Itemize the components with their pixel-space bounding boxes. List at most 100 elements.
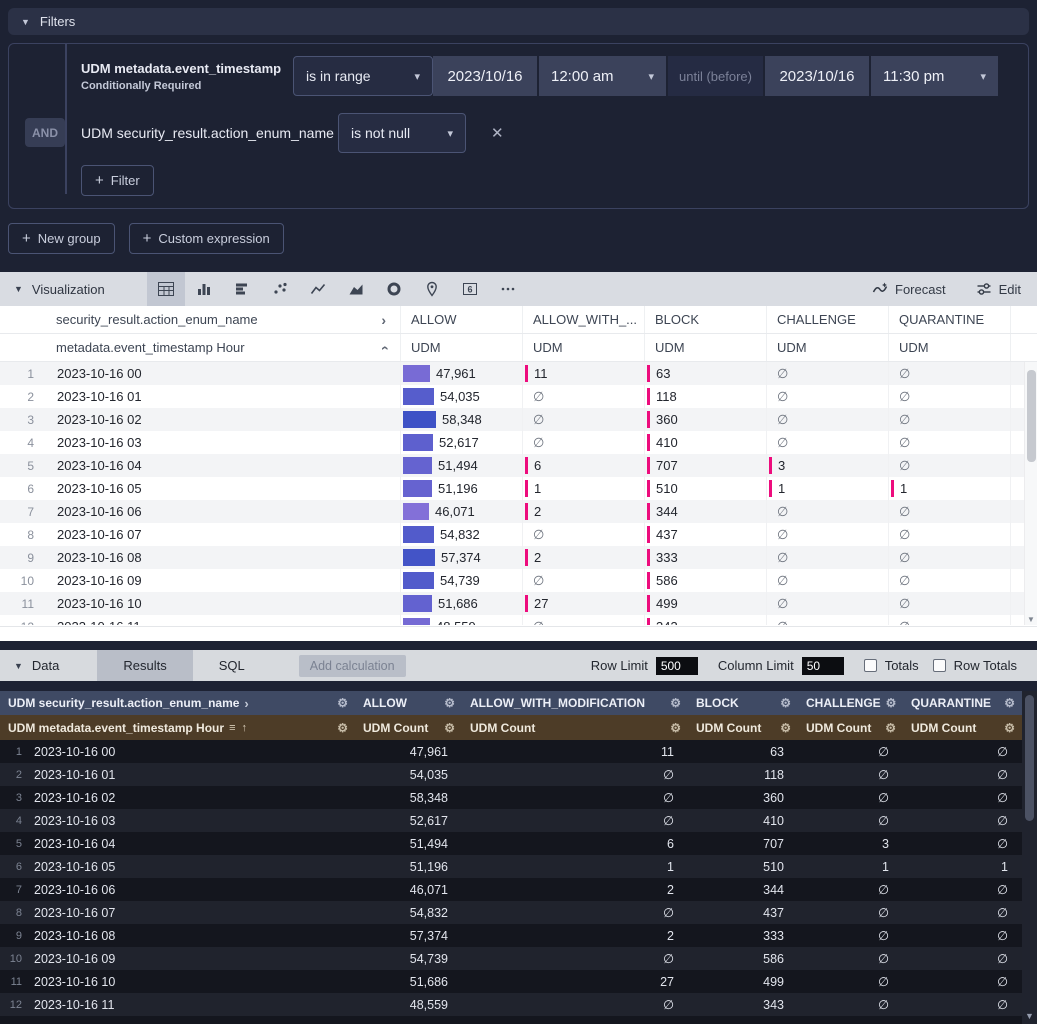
measure-cell[interactable]: 57,374: [409, 928, 448, 943]
measure-cell[interactable]: 499: [763, 974, 784, 989]
dimension-cell[interactable]: 2023-10-16 05: [57, 481, 142, 496]
donut-chart-icon[interactable]: [375, 272, 413, 306]
measure-cell[interactable]: 52,617: [409, 813, 448, 828]
viz-pivot-column-header[interactable]: QUARANTINE: [888, 306, 1010, 333]
results-measure-header[interactable]: UDM Count ⚙: [363, 720, 455, 735]
measure-cell[interactable]: 47,961: [409, 744, 448, 759]
measure-cell[interactable]: 11: [661, 744, 674, 759]
dimension-cell[interactable]: 2023-10-16 04: [34, 836, 116, 851]
measure-cell[interactable]: ∅: [888, 569, 1010, 592]
filter-operator-dropdown[interactable]: is not null ▾: [338, 113, 466, 153]
measure-cell[interactable]: 707: [644, 454, 766, 477]
measure-cell[interactable]: 51,196: [400, 477, 522, 500]
measure-cell[interactable]: 27: [660, 974, 674, 989]
results-pivot-column-header[interactable]: CHALLENGE ⚙: [806, 696, 897, 710]
measure-cell[interactable]: ∅: [997, 975, 1008, 989]
dimension-cell[interactable]: 2023-10-16 03: [34, 813, 116, 828]
measure-cell[interactable]: 54,832: [400, 523, 522, 546]
results-pivot-column-header[interactable]: ALLOW ⚙: [363, 696, 455, 710]
viz-measure-header[interactable]: UDM: [888, 334, 1010, 361]
measure-cell[interactable]: ∅: [663, 952, 674, 966]
scrollbar-thumb[interactable]: [1027, 370, 1036, 462]
measure-cell[interactable]: 11: [522, 362, 644, 385]
dimension-cell[interactable]: 2023-10-16 00: [34, 744, 116, 759]
table-row[interactable]: 7 2023-10-16 06 46,071 2 344 ∅ ∅: [0, 500, 1037, 523]
measure-cell[interactable]: 6: [667, 836, 674, 851]
viz-measure-header[interactable]: UDM: [400, 334, 522, 361]
measure-cell[interactable]: ∅: [997, 837, 1008, 851]
measure-cell[interactable]: 46,071: [400, 500, 522, 523]
table-row[interactable]: 8 2023-10-16 07 54,832 ∅ 437 ∅ ∅: [0, 901, 1037, 924]
measure-cell[interactable]: ∅: [766, 569, 888, 592]
edit-button[interactable]: Edit: [976, 281, 1021, 297]
row-limit-input[interactable]: [655, 656, 698, 675]
viz-pivot-column-header[interactable]: ALLOW_WITH_...: [522, 306, 644, 333]
table-row[interactable]: 7 2023-10-16 06 46,071 2 344 ∅ ∅: [0, 878, 1037, 901]
measure-cell[interactable]: 1: [522, 477, 644, 500]
measure-cell[interactable]: ∅: [888, 592, 1010, 615]
end-date-button[interactable]: 2023/10/16: [765, 56, 869, 96]
measure-cell[interactable]: ∅: [878, 768, 889, 782]
table-row[interactable]: 4 2023-10-16 03 52,617 ∅ 410 ∅ ∅: [0, 431, 1037, 454]
dimension-cell[interactable]: 2023-10-16 08: [57, 550, 142, 565]
dimension-cell[interactable]: 2023-10-16 09: [57, 573, 142, 588]
gear-icon[interactable]: ⚙: [670, 696, 681, 710]
custom-expression-button[interactable]: + Custom expression: [128, 223, 284, 254]
measure-cell[interactable]: ∅: [522, 408, 644, 431]
start-date-button[interactable]: 2023/10/16: [433, 56, 537, 96]
tab-results[interactable]: Results: [97, 650, 193, 681]
measure-cell[interactable]: ∅: [997, 998, 1008, 1012]
table-row[interactable]: 11 2023-10-16 10 51,686 27 499 ∅ ∅: [0, 592, 1037, 615]
measure-cell[interactable]: 333: [763, 928, 784, 943]
measure-cell[interactable]: ∅: [663, 768, 674, 782]
results-pivot-column-header[interactable]: QUARANTINE ⚙: [911, 696, 1015, 710]
end-time-dropdown[interactable]: 11:30 pm ▾: [871, 56, 998, 96]
measure-cell[interactable]: ∅: [663, 791, 674, 805]
map-icon[interactable]: [413, 272, 451, 306]
measure-cell[interactable]: ∅: [766, 592, 888, 615]
measure-cell[interactable]: ∅: [888, 431, 1010, 454]
totals-checkbox[interactable]: [863, 659, 877, 672]
results-pivot-column-header[interactable]: BLOCK ⚙: [696, 696, 791, 710]
results-pivot-dimension-header[interactable]: UDM security_result.action_enum_name › ⚙: [8, 695, 348, 711]
measure-cell[interactable]: ∅: [888, 523, 1010, 546]
measure-cell[interactable]: 118: [764, 767, 784, 782]
scroll-down-arrow-icon[interactable]: ▼: [1027, 615, 1035, 624]
measure-cell[interactable]: ∅: [888, 615, 1010, 625]
visualization-section-header[interactable]: ▼ Visualization: [14, 282, 105, 297]
measure-cell[interactable]: ∅: [766, 615, 888, 625]
table-row[interactable]: 5 2023-10-16 04 51,494 6 707 3 ∅: [0, 832, 1037, 855]
viz-vertical-scrollbar[interactable]: ▼: [1024, 362, 1037, 625]
scatter-icon[interactable]: [261, 272, 299, 306]
gear-icon[interactable]: ⚙: [444, 696, 455, 710]
measure-cell[interactable]: 54,035: [409, 767, 448, 782]
measure-cell[interactable]: 707: [763, 836, 784, 851]
viz-pivot-column-header[interactable]: BLOCK: [644, 306, 766, 333]
table-row[interactable]: 4 2023-10-16 03 52,617 ∅ 410 ∅ ∅: [0, 809, 1037, 832]
start-time-dropdown[interactable]: 12:00 am ▾: [539, 56, 666, 96]
measure-cell[interactable]: 344: [763, 882, 784, 897]
measure-cell[interactable]: 54,739: [400, 569, 522, 592]
measure-cell[interactable]: ∅: [663, 998, 674, 1012]
tab-sql[interactable]: SQL: [218, 658, 245, 673]
results-row-dimension-header[interactable]: UDM metadata.event_timestamp Hour ≡ ↑ ⚙: [8, 720, 348, 735]
row-totals-checkbox[interactable]: [932, 659, 946, 672]
gear-icon[interactable]: ⚙: [780, 720, 791, 735]
measure-cell[interactable]: ∅: [663, 814, 674, 828]
measure-cell[interactable]: ∅: [888, 500, 1010, 523]
dimension-cell[interactable]: 2023-10-16 04: [57, 458, 142, 473]
measure-cell[interactable]: ∅: [766, 385, 888, 408]
measure-cell[interactable]: 47,961: [400, 362, 522, 385]
measure-cell[interactable]: 63: [770, 744, 784, 759]
measure-cell[interactable]: 586: [763, 951, 784, 966]
dimension-cell[interactable]: 2023-10-16 03: [57, 435, 142, 450]
results-vertical-scrollbar[interactable]: ▼: [1022, 691, 1037, 1024]
filters-section-header[interactable]: ▼ Filters: [8, 8, 1029, 35]
measure-cell[interactable]: 51,494: [400, 454, 522, 477]
measure-cell[interactable]: 510: [763, 859, 784, 874]
viz-horizontal-scrollbar[interactable]: [0, 626, 1037, 641]
gear-icon[interactable]: ⚙: [337, 696, 348, 710]
viz-pivot-column-header[interactable]: CHALLENGE: [766, 306, 888, 333]
gear-icon[interactable]: ⚙: [885, 696, 897, 710]
measure-cell[interactable]: ∅: [878, 814, 889, 828]
